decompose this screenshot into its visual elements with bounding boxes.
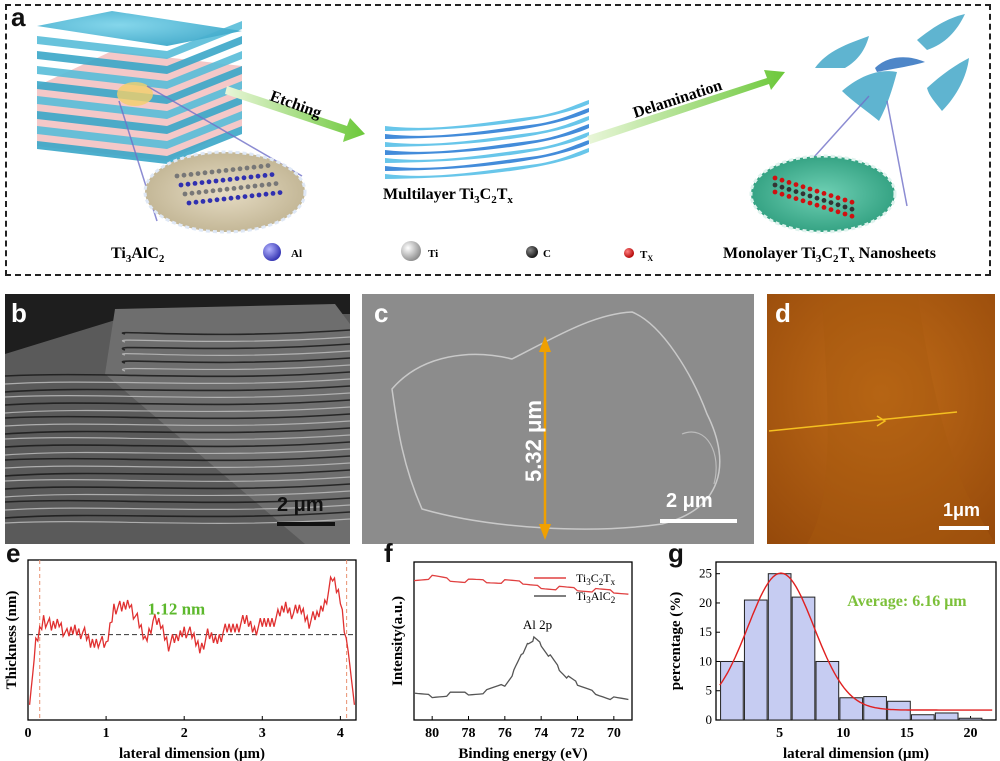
x-tick-label: 74 — [534, 726, 548, 741]
y-tick-label: 15 — [699, 624, 712, 639]
x-tick-label: 1 — [103, 726, 110, 741]
max-crystal-zoom — [143, 150, 307, 234]
y-tick-label: 20 — [699, 595, 712, 610]
panel-f-xps-spectra: Binding energy (eV) Intensity(a.u.) 80 78 76… — [390, 561, 633, 761]
thickness-annotation: 1.12 nm — [148, 600, 206, 619]
x-axis-label: lateral dimension (μm) — [119, 746, 265, 761]
panel-c-label: c — [374, 298, 389, 328]
etching-arrow — [225, 86, 365, 142]
x-tick-label: 20 — [964, 726, 978, 741]
panel-d-scalebar: 1μm — [943, 500, 981, 520]
gaussian-fit-curve — [719, 572, 993, 711]
x-tick-label: 4 — [337, 726, 344, 741]
histogram-bar — [934, 712, 959, 721]
panel-c-sem-image: c 5.32 μm 2 μm — [362, 294, 754, 544]
afm-height-map — [767, 294, 995, 544]
y-axis-label: Intensity(a.u.) — [390, 596, 406, 686]
y-tick-label: 0 — [706, 712, 713, 727]
spectrum-line-0 — [413, 574, 629, 595]
x-axis-label: Binding energy (eV) — [458, 746, 587, 761]
sem-layered-structure — [5, 294, 350, 544]
x-tick-label: 72 — [571, 726, 585, 741]
multilayer-sheets — [385, 100, 589, 179]
legend-al-label: Al — [291, 248, 302, 260]
histogram-bar — [743, 599, 768, 721]
x-tick-label: 70 — [607, 726, 621, 741]
panel-b-sem-image: b 2 μm — [5, 294, 350, 544]
x-tick-label: 80 — [425, 726, 439, 741]
y-axis-label: percentage (%) — [668, 592, 684, 690]
spectrum-line-1 — [413, 635, 629, 701]
x-tick-label: 15 — [900, 726, 914, 741]
panel-c-measure: 5.32 μm — [521, 400, 546, 482]
panel-b-label: b — [11, 298, 27, 328]
legend-al-ball — [263, 243, 281, 261]
x-tick-label: 0 — [25, 726, 32, 741]
y-tick-label: 25 — [699, 566, 712, 581]
panel-e-height-profile: lateral dimension (μm) Thickness (nm) 0 1 2 3… — [4, 559, 357, 761]
panel-f-label: f — [384, 538, 393, 568]
y-axis-label: Thickness (nm) — [4, 591, 20, 690]
histogram-bar — [791, 596, 816, 721]
panel-e-label: e — [6, 538, 21, 568]
panel-a-label: a — [11, 2, 26, 32]
delamination-arrow — [587, 70, 785, 144]
y-tick-label: 5 — [706, 683, 713, 698]
legend-tx-label: TX — [640, 249, 653, 263]
legend-c-ball — [526, 246, 538, 258]
legend-label: Ti3AlC2 — [576, 589, 615, 605]
legend-ti-label: Ti — [428, 248, 438, 260]
panel-g-size-histogram: lateral dimension (μm) percentage (%) 0 5 10… — [668, 561, 997, 761]
max-phase-block — [37, 11, 242, 164]
x-tick-label: 78 — [462, 726, 476, 741]
schematic-drawing: Etching Delamination Ti3AlC2 Multilayer … — [37, 11, 969, 265]
x-axis-label: lateral dimension (μm) — [783, 746, 929, 761]
legend-label: Ti3C2Tx — [576, 571, 616, 587]
y-tick-label: 10 — [699, 653, 712, 668]
monolayer-nanosheets — [815, 14, 969, 121]
caption-max-phase: Ti3AlC2 — [111, 245, 165, 265]
x-tick-label: 76 — [498, 726, 512, 741]
thickness-profile-line — [28, 574, 356, 705]
sem-nanosheet-flake — [362, 294, 754, 544]
histogram-bar — [767, 573, 792, 721]
panel-d-label: d — [775, 298, 791, 328]
histogram-bar — [720, 660, 744, 721]
average-annotation: Average: 6.16 μm — [847, 593, 967, 610]
x-tick-label: 2 — [181, 726, 188, 741]
caption-multilayer: Multilayer Ti3C2Tx — [383, 186, 513, 206]
panel-d-afm-image: d 1μm — [767, 294, 995, 544]
histogram-bar — [910, 714, 935, 721]
x-tick-label: 10 — [836, 726, 850, 741]
histogram-bar — [958, 717, 983, 721]
panel-c-scalebar: 2 μm — [666, 490, 713, 512]
legend-ti-ball — [401, 241, 421, 261]
caption-monolayer: Monolayer Ti3C2Tx Nanosheets — [723, 245, 936, 265]
x-tick-label: 5 — [776, 726, 783, 741]
histogram-bar — [839, 697, 864, 721]
panel-g-label: g — [668, 538, 684, 568]
panel-a-schematic: a — [5, 2, 991, 276]
peak-label: Al 2p — [523, 617, 552, 632]
histogram-bar — [815, 660, 840, 721]
panel-b-scalebar: 2 μm — [277, 494, 324, 516]
legend-c-label: C — [543, 248, 551, 260]
legend-tx-ball — [624, 248, 634, 258]
x-tick-label: 3 — [259, 726, 266, 741]
